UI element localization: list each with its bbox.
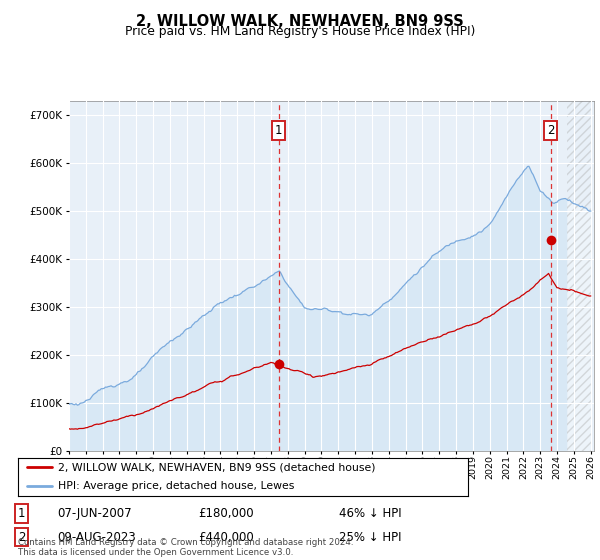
Text: Contains HM Land Registry data © Crown copyright and database right 2024.
This d: Contains HM Land Registry data © Crown c…	[18, 538, 353, 557]
Text: £180,000: £180,000	[198, 507, 254, 520]
Text: 09-AUG-2023: 09-AUG-2023	[57, 530, 136, 544]
Text: Price paid vs. HM Land Registry's House Price Index (HPI): Price paid vs. HM Land Registry's House …	[125, 25, 475, 38]
Text: 1: 1	[275, 124, 283, 137]
Text: 2, WILLOW WALK, NEWHAVEN, BN9 9SS: 2, WILLOW WALK, NEWHAVEN, BN9 9SS	[136, 14, 464, 29]
Text: 07-JUN-2007: 07-JUN-2007	[57, 507, 131, 520]
Text: 2: 2	[547, 124, 554, 137]
Text: 25% ↓ HPI: 25% ↓ HPI	[339, 530, 401, 544]
Text: 2: 2	[18, 530, 25, 544]
Text: HPI: Average price, detached house, Lewes: HPI: Average price, detached house, Lewe…	[59, 480, 295, 491]
Text: £440,000: £440,000	[198, 530, 254, 544]
Text: 46% ↓ HPI: 46% ↓ HPI	[339, 507, 401, 520]
Text: 1: 1	[18, 507, 25, 520]
Text: 2, WILLOW WALK, NEWHAVEN, BN9 9SS (detached house): 2, WILLOW WALK, NEWHAVEN, BN9 9SS (detac…	[59, 463, 376, 473]
